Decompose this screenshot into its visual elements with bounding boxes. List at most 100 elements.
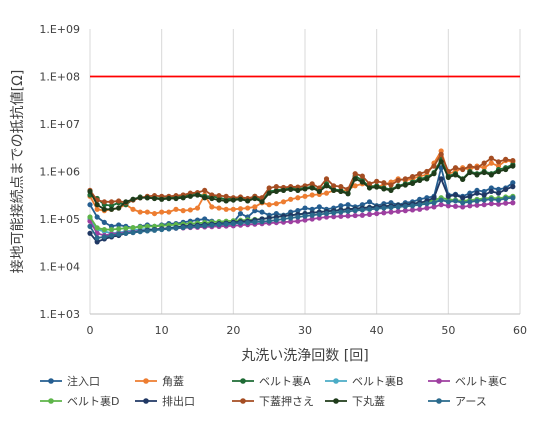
data-point	[101, 206, 107, 212]
data-point	[424, 201, 430, 207]
data-point	[510, 184, 516, 190]
data-point	[366, 211, 373, 217]
data-point	[137, 209, 143, 215]
data-point	[108, 206, 115, 212]
data-point	[137, 224, 143, 230]
data-point	[230, 206, 236, 212]
data-point	[474, 202, 480, 208]
data-point	[187, 224, 193, 230]
data-point	[352, 212, 358, 219]
data-point	[503, 186, 509, 192]
data-point	[266, 185, 272, 191]
legend-label: ベルト裏D	[67, 394, 119, 408]
data-point	[87, 230, 93, 236]
x-tick-label: 50	[441, 324, 455, 337]
data-point	[130, 224, 136, 231]
data-point	[481, 192, 487, 198]
data-point	[223, 193, 229, 199]
data-point	[180, 208, 186, 214]
data-point	[288, 215, 294, 221]
data-point	[503, 156, 509, 162]
data-point	[159, 209, 165, 215]
data-point	[488, 201, 494, 207]
data-point	[273, 217, 279, 223]
data-point	[495, 168, 502, 175]
data-point	[402, 208, 408, 214]
data-point	[173, 195, 179, 202]
data-point	[510, 200, 516, 206]
legend-label: 注入口	[67, 374, 100, 388]
data-point	[467, 203, 473, 209]
data-point	[216, 193, 222, 199]
data-point	[130, 229, 136, 236]
data-point	[108, 232, 115, 239]
legend-item: 角蓋	[135, 375, 184, 388]
data-point	[481, 197, 487, 203]
data-point	[388, 204, 394, 211]
y-tick-label: 1.E+05	[39, 213, 80, 226]
data-point	[144, 223, 150, 229]
data-point	[87, 202, 93, 208]
data-point	[237, 220, 244, 226]
data-point	[409, 203, 416, 209]
data-point	[202, 187, 208, 194]
data-point	[352, 176, 358, 182]
data-point	[445, 193, 451, 199]
data-point	[388, 209, 394, 215]
legend-marker	[333, 378, 339, 384]
data-point	[295, 195, 301, 201]
data-point	[409, 174, 416, 180]
data-point	[309, 192, 315, 198]
data-point	[331, 214, 337, 220]
data-point	[87, 188, 93, 195]
data-point	[159, 226, 165, 233]
data-point	[252, 195, 258, 202]
data-point	[381, 210, 387, 216]
data-point	[295, 208, 301, 214]
data-point	[101, 199, 107, 205]
data-point	[209, 222, 215, 228]
data-point	[481, 160, 487, 166]
data-point	[116, 205, 122, 211]
data-point	[438, 197, 444, 203]
x-tick-label: 30	[298, 324, 312, 337]
data-point	[288, 219, 294, 225]
legend-label: ベルト裏A	[259, 374, 311, 388]
data-point	[209, 204, 215, 210]
data-point	[130, 206, 136, 212]
data-point	[288, 196, 294, 202]
data-point	[108, 199, 115, 205]
data-point	[445, 199, 451, 205]
legend-label: 角蓋	[162, 375, 184, 388]
legend-label: 下蓋押さえ	[259, 394, 314, 408]
data-point	[166, 209, 172, 215]
data-point	[116, 226, 122, 232]
data-point	[216, 222, 222, 228]
data-point	[230, 197, 236, 203]
data-point	[366, 181, 373, 187]
data-point	[159, 196, 165, 202]
data-point	[323, 190, 330, 196]
data-point	[280, 216, 287, 222]
data-point	[381, 186, 387, 192]
data-point	[202, 223, 208, 229]
data-point	[366, 199, 373, 205]
data-point	[151, 227, 158, 233]
data-point	[402, 176, 408, 182]
data-point	[87, 223, 93, 229]
data-point	[474, 198, 480, 204]
data-point	[460, 195, 466, 201]
data-point	[187, 207, 193, 213]
series-10	[87, 195, 516, 241]
data-point	[366, 206, 373, 212]
data-point	[144, 228, 150, 234]
data-point	[202, 195, 208, 201]
data-point	[431, 204, 437, 210]
data-point	[460, 166, 466, 173]
data-point	[488, 188, 494, 195]
data-point	[424, 176, 430, 182]
data-point	[94, 202, 100, 208]
data-point	[417, 206, 423, 212]
data-point	[338, 184, 344, 190]
data-point	[123, 230, 129, 236]
